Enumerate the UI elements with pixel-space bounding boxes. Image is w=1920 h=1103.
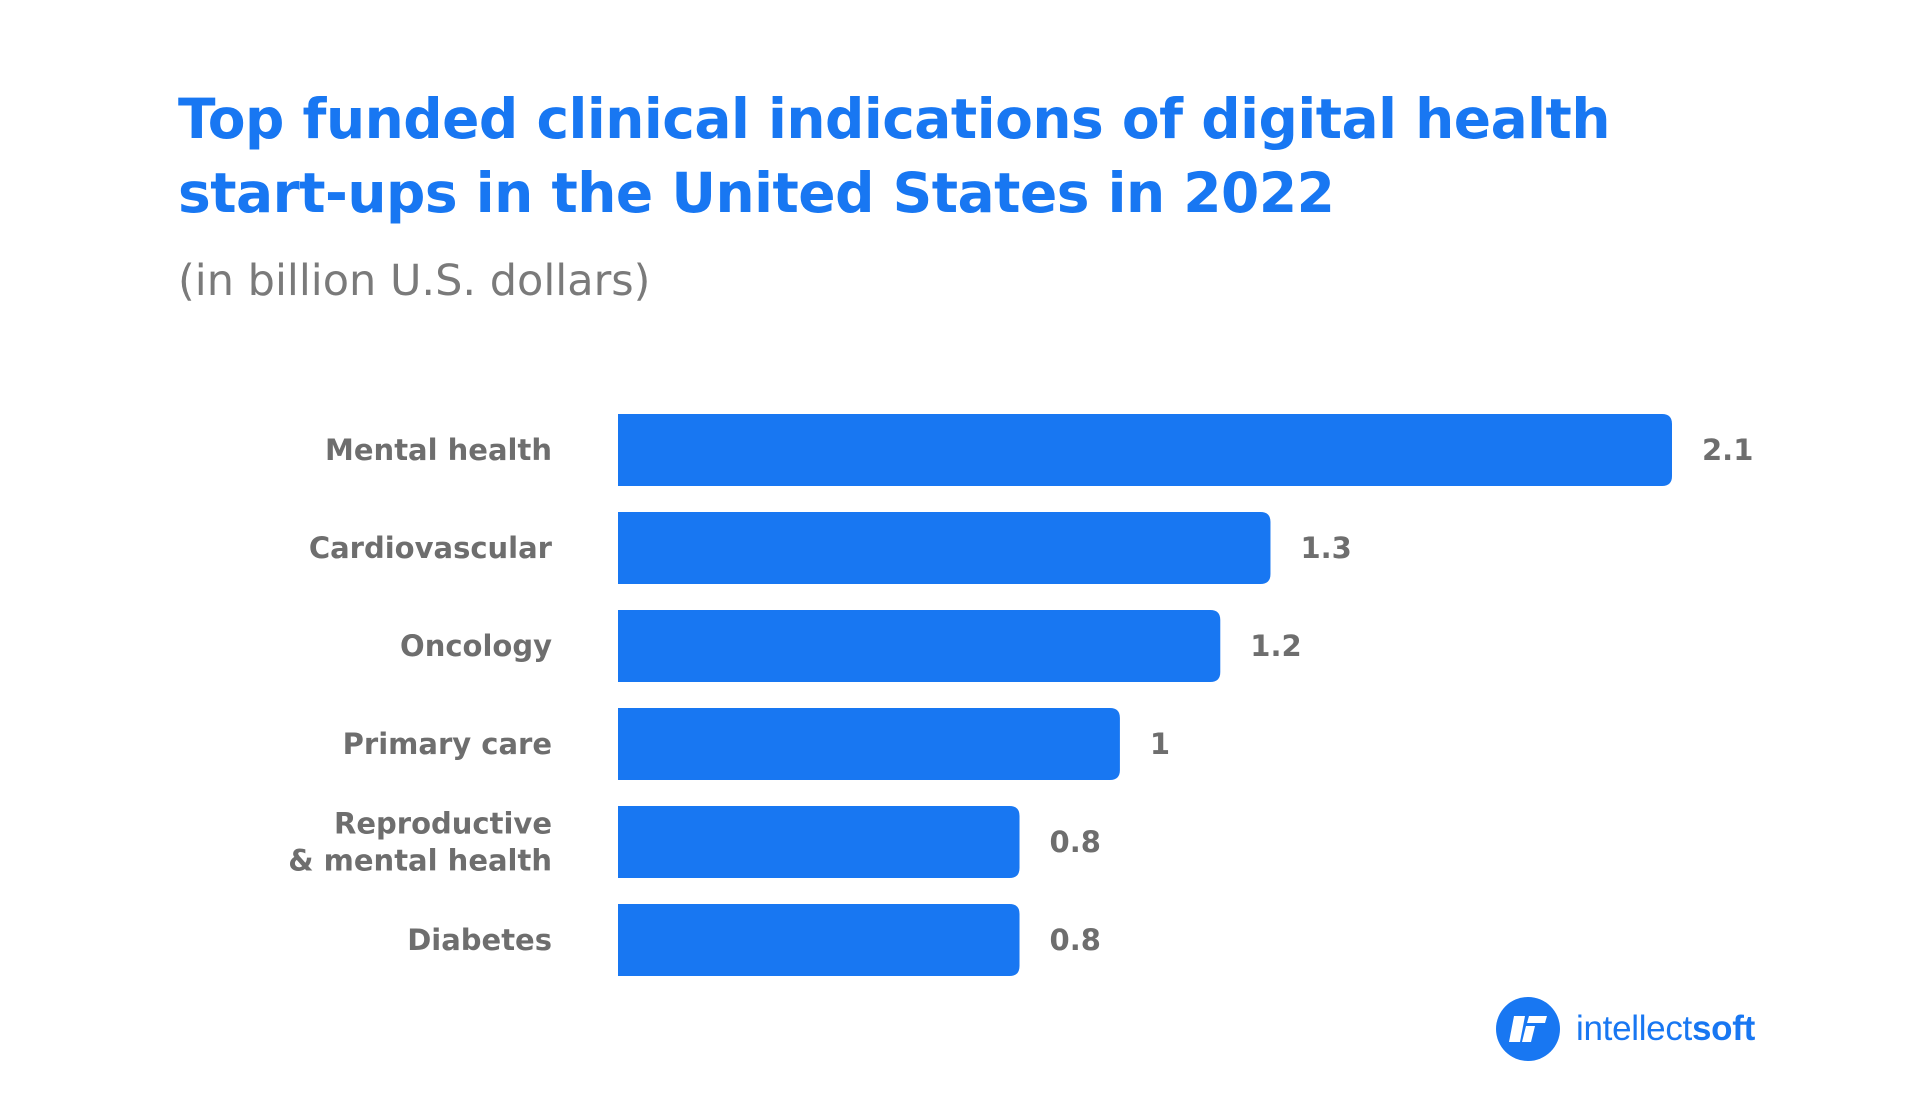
value-label-2: 1.2	[1250, 629, 1301, 663]
value-label-5: 0.8	[1050, 923, 1101, 957]
value-label-3: 1	[1150, 727, 1170, 761]
value-label-1: 1.3	[1300, 531, 1351, 565]
category-label-4-line-1: & mental health	[288, 844, 552, 878]
chart-title: Top funded clinical indications of digit…	[178, 82, 1778, 230]
bar-1	[618, 512, 1271, 584]
chart-title-line-1: Top funded clinical indications of digit…	[178, 87, 1610, 151]
chart-subtitle: (in billion U.S. dollars)	[178, 256, 651, 306]
brand-logo: intellectsoft	[1496, 996, 1755, 1062]
category-label-0: Mental health	[325, 433, 552, 467]
value-label-0: 2.1	[1702, 433, 1753, 467]
bar-3	[618, 708, 1120, 780]
category-label-2: Oncology	[400, 629, 552, 663]
category-label-4-line-0: Reproductive	[334, 807, 552, 841]
value-label-4: 0.8	[1050, 825, 1101, 859]
bar-4	[618, 806, 1020, 878]
brand-logo-text-regular: intellect	[1576, 1009, 1692, 1048]
brand-logo-text: intellectsoft	[1576, 1009, 1755, 1049]
bar-0	[618, 414, 1672, 486]
bar-2	[618, 610, 1221, 682]
brand-logo-text-bold: soft	[1691, 1009, 1755, 1048]
bar-5	[618, 904, 1020, 976]
category-label-1: Cardiovascular	[309, 531, 553, 565]
category-label-5: Diabetes	[407, 923, 552, 957]
chart-title-line-2: start-ups in the United States in 2022	[178, 161, 1335, 225]
intellectsoft-logo-icon	[1496, 997, 1560, 1061]
category-label-3: Primary care	[343, 727, 552, 761]
